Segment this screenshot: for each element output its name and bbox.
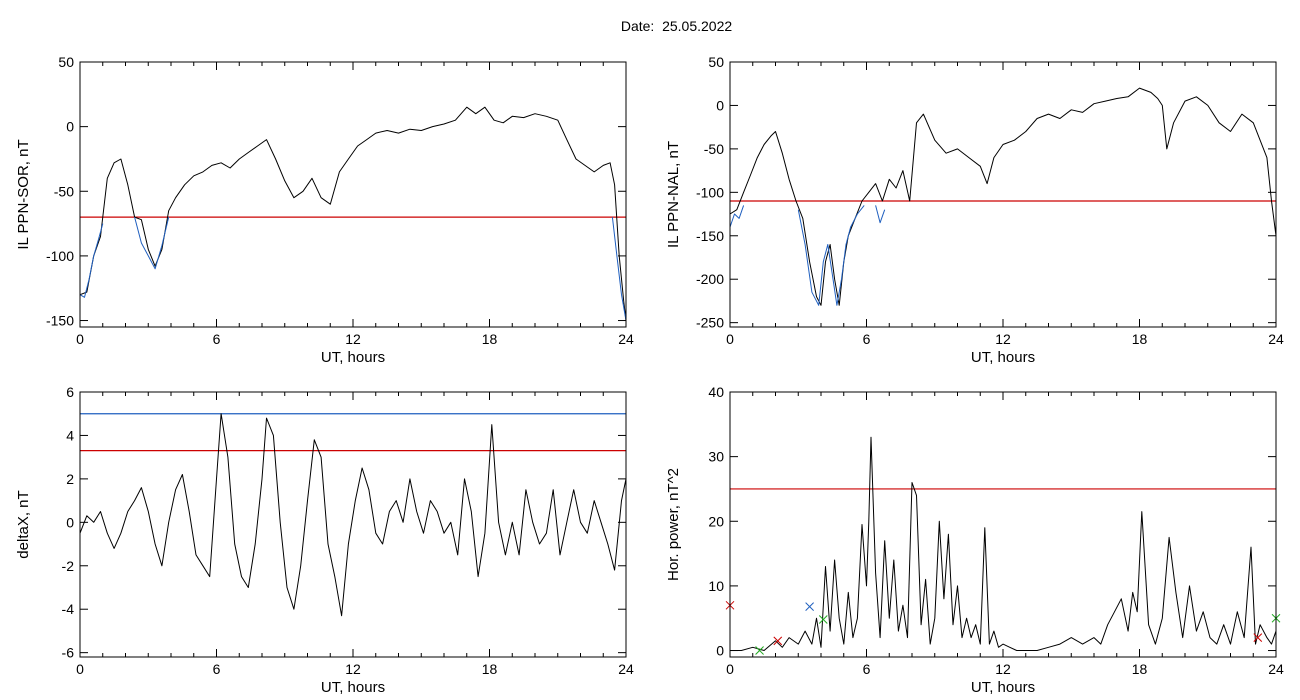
data-marker: [755, 646, 764, 655]
y-tick-label: -150: [46, 313, 74, 329]
y-tick-label: 0: [716, 643, 724, 659]
x-tick-label: 12: [995, 331, 1011, 347]
y-tick-label: 50: [708, 54, 724, 70]
y-tick-label: 30: [708, 449, 724, 465]
y-tick-label: 4: [66, 427, 74, 443]
y-tick-label: -2: [62, 558, 75, 574]
y-tick-label: -50: [54, 183, 74, 199]
x-tick-label: 6: [213, 331, 221, 347]
x-tick-label: 24: [1268, 331, 1284, 347]
data-marker: [1253, 633, 1263, 642]
x-tick-label: 18: [1132, 331, 1148, 347]
page-title: Date: 25.05.2022: [620, 18, 733, 34]
y-tick-label: 0: [716, 97, 724, 113]
x-tick-label: 6: [863, 331, 871, 347]
plot-frame: [79, 391, 627, 658]
x-tick-label: 12: [345, 661, 361, 677]
chart-panel-hor-power: 0 6 12 18 24 0 10 20 30 40 UT, hours Hor. power, nT…: [665, 384, 1284, 696]
series-line: [875, 205, 886, 224]
x-tick-label: 0: [76, 661, 84, 677]
x-axis-label: UT, hours: [321, 349, 385, 366]
x-tick-label: 6: [863, 661, 871, 677]
y-tick-label: 40: [708, 384, 724, 400]
data-marker: [773, 636, 783, 646]
marker-stroke: [805, 602, 814, 611]
y-axis-label: Hor. power, nT^2: [665, 468, 682, 581]
series-line: [79, 223, 104, 298]
y-tick-label: -250: [696, 315, 724, 331]
y-tick-label: 50: [58, 54, 74, 70]
chart-panel-ppn-sor: 0 6 12 18 24 -150 -100 -50 0 50 UT, hours IL PPN-SO…: [15, 54, 634, 366]
y-tick-label: -100: [696, 184, 724, 200]
data-marker: [805, 602, 814, 611]
y-tick-label: 0: [66, 514, 74, 530]
y-tick-label: -150: [696, 228, 724, 244]
series-line: [79, 413, 627, 617]
series-line: [797, 205, 865, 306]
series-line: [134, 216, 170, 270]
y-tick-label: -4: [62, 601, 75, 617]
chart-panel-ppn-nal: 0 6 12 18 24 -250 -200 -150 -100 -50 0 50 UT, hours I…: [665, 54, 1284, 366]
x-tick-label: 18: [482, 331, 498, 347]
x-tick-label: 0: [726, 331, 734, 347]
series-line: [730, 436, 1277, 651]
y-tick-label: 10: [708, 578, 724, 594]
x-tick-label: 0: [76, 331, 84, 347]
x-tick-label: 12: [345, 331, 361, 347]
data-marker: [818, 615, 828, 624]
marker-stroke: [755, 646, 764, 655]
y-tick-label: 20: [708, 513, 724, 529]
plot-frame: [79, 61, 627, 328]
x-axis-label: UT, hours: [971, 679, 1035, 696]
marker-stroke: [1253, 633, 1263, 642]
x-tick-label: 18: [1132, 661, 1148, 677]
x-tick-label: 6: [213, 661, 221, 677]
x-tick-label: 24: [618, 661, 634, 677]
x-axis-label: UT, hours: [321, 679, 385, 696]
y-tick-label: 6: [66, 384, 74, 400]
y-tick-label: -6: [62, 645, 75, 661]
y-tick-label: -100: [46, 248, 74, 264]
series-line: [611, 217, 627, 321]
y-tick-label: 0: [66, 119, 74, 135]
y-axis-label: deltaX, nT: [15, 490, 32, 558]
x-tick-label: 0: [726, 661, 734, 677]
x-tick-label: 12: [995, 661, 1011, 677]
y-tick-label: -200: [696, 271, 724, 287]
x-axis-label: UT, hours: [971, 349, 1035, 366]
marker-stroke: [773, 636, 783, 646]
series-line: [729, 205, 745, 228]
series-line: [729, 87, 1277, 306]
x-tick-label: 18: [482, 661, 498, 677]
x-tick-label: 24: [618, 331, 634, 347]
y-axis-label: IL PPN-SOR, nT: [15, 139, 32, 249]
y-tick-label: -50: [704, 141, 724, 157]
y-tick-label: 2: [66, 471, 74, 487]
series-line: [79, 106, 627, 321]
plot-frame: [729, 61, 1277, 328]
x-tick-label: 24: [1268, 661, 1284, 677]
marker-stroke: [818, 615, 828, 624]
y-axis-label: IL PPN-NAL, nT: [665, 141, 682, 248]
